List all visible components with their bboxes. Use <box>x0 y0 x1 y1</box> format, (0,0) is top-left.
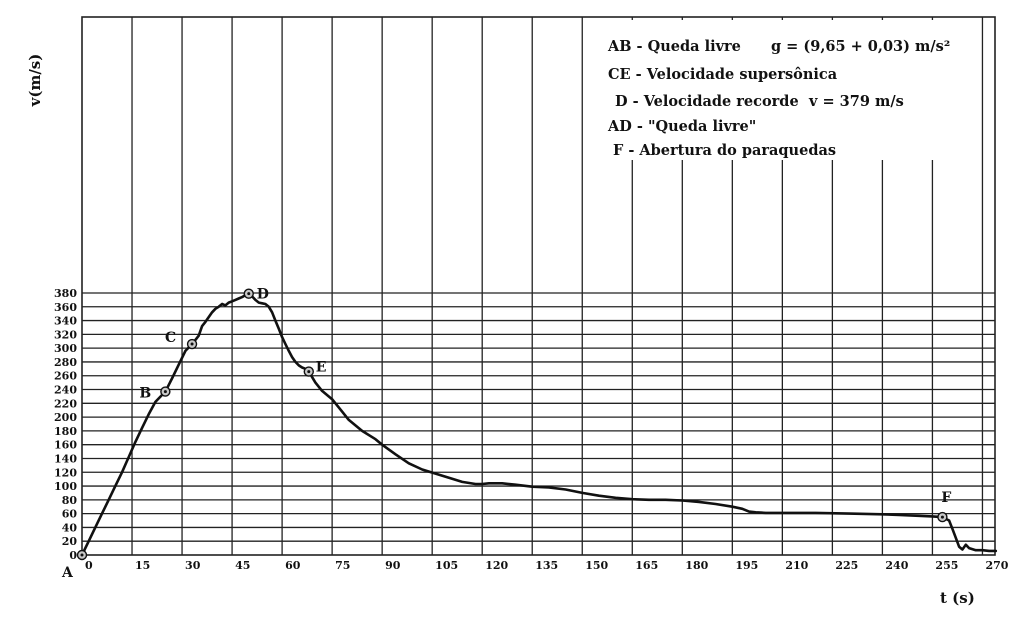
y-tick-label: 300 <box>54 342 77 355</box>
y-tick-label: 160 <box>54 439 77 452</box>
y-tick-label: 20 <box>62 535 78 548</box>
legend-entry-ce: CE - Velocidade supersônica <box>608 66 838 83</box>
x-tick-label: 120 <box>485 559 508 572</box>
point-label-d: D <box>257 287 269 303</box>
x-tick-label: 165 <box>635 559 658 572</box>
velocity-line <box>80 292 998 557</box>
point-label-c: C <box>165 330 176 346</box>
y-tick-label: 240 <box>54 384 77 397</box>
y-tick-label: 120 <box>54 466 77 479</box>
plot-frame <box>81 16 996 556</box>
x-tick-label: 270 <box>985 559 1008 572</box>
y-tick-label: 80 <box>62 494 78 507</box>
x-tick-label: 75 <box>335 559 350 572</box>
y-tick-label: 140 <box>54 452 77 465</box>
point-dot-f <box>940 515 944 519</box>
y-tick-label: 0 <box>69 549 77 562</box>
x-axis-label: t (s) <box>940 589 975 607</box>
legend-box <box>597 20 972 160</box>
y-axis-label: v(m/s) <box>26 54 44 108</box>
y-tick-label: 280 <box>54 356 77 369</box>
x-tick-label: 105 <box>435 559 458 572</box>
point-dot-c <box>190 342 194 346</box>
y-tick-label: 360 <box>54 301 77 314</box>
legend-entry-ad: AD - "Queda livre" <box>607 118 756 135</box>
point-dot-d <box>247 292 251 296</box>
y-tick-label: 100 <box>54 480 77 493</box>
x-tick-label: 60 <box>285 559 301 572</box>
point-markers: A B C D E F <box>61 287 951 581</box>
x-tick-label: 150 <box>585 559 608 572</box>
series-layer <box>80 292 998 557</box>
x-tick-label: 210 <box>785 559 808 572</box>
x-tick-label: 225 <box>835 559 858 572</box>
y-tick-label: 200 <box>54 411 77 424</box>
y-tick-label: 220 <box>54 397 77 410</box>
legend-extra-d: v = 379 m/s <box>808 93 904 110</box>
y-tick-label: 260 <box>54 370 77 383</box>
x-tick-label: 30 <box>185 559 201 572</box>
x-tick-label: 255 <box>935 559 958 572</box>
y-tick-label: 380 <box>54 287 77 300</box>
legend: AB - Queda livre g = (9,65 + 0,03) m/s² CE… <box>597 20 972 160</box>
y-tick-label: 180 <box>54 425 77 438</box>
legend-entry-d: D - Velocidade recorde <box>615 93 799 110</box>
point-dot-e <box>307 370 311 374</box>
y-tick-label: 40 <box>62 521 78 534</box>
x-tick-label: 90 <box>385 559 401 572</box>
y-tick-label: 340 <box>54 315 77 328</box>
x-tick-label: 0 <box>85 559 93 572</box>
x-tick-label: 15 <box>135 559 150 572</box>
legend-extra-ab: g = (9,65 + 0,03) m/s² <box>771 38 950 55</box>
x-tick-label: 195 <box>735 559 758 572</box>
x-tick-label: 45 <box>235 559 250 572</box>
y-tick-label: 60 <box>62 508 78 521</box>
tick-labels: 0 15 30 45 60 75 90 105 120 135 150 165 180 195 210 225… <box>54 287 1009 572</box>
point-label-f: F <box>941 490 951 506</box>
legend-entry-f: F - Abertura do paraquedas <box>613 142 836 159</box>
point-dot-b <box>163 390 167 394</box>
legend-entry-ab: AB - Queda livre <box>607 38 741 55</box>
point-label-a: A <box>61 565 74 581</box>
point-label-e: E <box>316 360 327 376</box>
x-tick-label: 240 <box>885 559 908 572</box>
point-label-b: B <box>139 386 151 402</box>
x-tick-label: 180 <box>685 559 708 572</box>
point-dot-a <box>80 553 84 557</box>
x-tick-label: 135 <box>535 559 558 572</box>
y-tick-label: 320 <box>54 328 77 341</box>
